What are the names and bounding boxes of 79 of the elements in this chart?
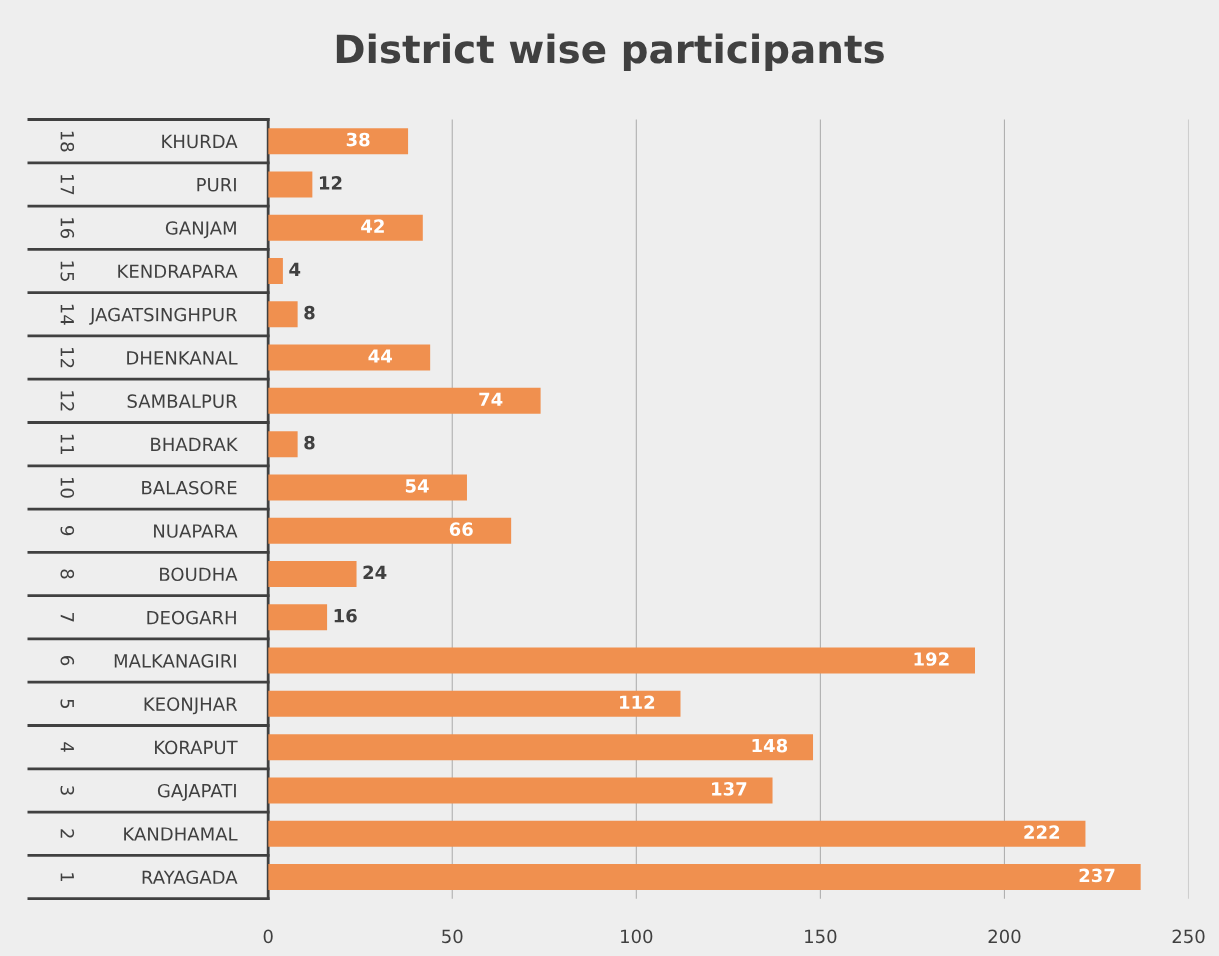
y-tick-label: BOUDHA	[160, 567, 238, 582]
bar	[268, 820, 1086, 847]
bar	[268, 387, 541, 414]
bar	[268, 864, 1141, 890]
text: 3	[60, 786, 75, 795]
text: 1	[60, 873, 74, 882]
y-tick-label: KHURDA	[162, 134, 238, 149]
data-label: 42	[361, 219, 384, 233]
text: 17	[60, 174, 74, 195]
bar	[268, 344, 431, 371]
x-tick-label: 150	[805, 929, 837, 944]
x-tick-label: 200	[988, 929, 1021, 944]
bar	[268, 777, 773, 804]
data-label: 54	[405, 479, 429, 493]
bar	[268, 171, 313, 198]
data-label: 74	[479, 392, 503, 406]
x-tick-label: 0	[263, 929, 273, 944]
y-tick-label: BALASORE	[142, 480, 237, 495]
data-label: 38	[346, 132, 370, 147]
y-tick-label: BHADRAK	[151, 437, 238, 451]
data-label: 222	[1024, 825, 1060, 839]
y-tick-label: GANJAM	[165, 221, 236, 239]
text: 18	[60, 131, 75, 152]
bar	[268, 431, 298, 458]
text: 9	[60, 526, 75, 536]
data-label: 44	[368, 349, 392, 363]
data-label: 112	[620, 695, 655, 709]
data-label: 8	[304, 435, 315, 450]
text: 4	[60, 742, 74, 752]
data-label: 24	[363, 565, 387, 579]
bar	[268, 690, 681, 717]
text: 12	[60, 348, 75, 368]
y-tick-label: PURI	[197, 178, 236, 192]
data-label: 4	[289, 262, 301, 276]
text: 15	[60, 261, 74, 281]
y-tick-label: GAJAPATI	[157, 783, 236, 801]
text: 16	[60, 218, 75, 239]
data-label: 137	[712, 782, 747, 796]
y-tick-label: RAYAGADA	[142, 870, 238, 885]
data-label: 237	[1079, 868, 1115, 883]
x-tick-label: 100	[621, 929, 653, 944]
bar	[268, 301, 298, 328]
text: 14	[60, 304, 74, 325]
y-tick-label: DHENKANAL	[127, 351, 238, 365]
bar	[268, 517, 512, 544]
x-tick-label: 50	[442, 929, 463, 944]
y-tick-label: MALKANAGIRI	[114, 654, 236, 668]
bar	[268, 258, 283, 284]
y-tick-label: SAMBALPUR	[127, 394, 238, 408]
y-tick-label: KORAPUT	[155, 740, 238, 755]
data-label: 192	[914, 652, 949, 666]
text: 12	[60, 391, 75, 411]
text: 8	[60, 569, 75, 579]
bar	[268, 604, 328, 631]
bar	[268, 128, 409, 155]
bar	[268, 474, 467, 501]
data-label: 66	[449, 522, 473, 536]
data-label: 148	[752, 738, 788, 753]
x-tick-label: 250	[1172, 929, 1205, 944]
y-tick-label: JAGATSINGHPUR	[89, 307, 238, 325]
y-tick-label: KEONJHAR	[144, 697, 238, 715]
text: 6	[60, 656, 75, 666]
text: 7	[60, 613, 74, 622]
data-label: 12	[319, 176, 342, 190]
chart-title: District wise participants	[336, 33, 884, 72]
bar	[268, 561, 357, 587]
text: 10	[60, 477, 75, 498]
y-tick-label: KENDRAPARA	[118, 264, 238, 278]
data-label: 16	[334, 608, 357, 623]
bar	[268, 734, 814, 761]
bar	[268, 647, 975, 674]
text: 2	[60, 829, 75, 838]
data-label: 8	[304, 305, 315, 320]
y-tick-label: KANDHAMAL	[124, 827, 238, 841]
text: 5	[60, 699, 74, 709]
bar	[268, 214, 423, 241]
y-tick-label: NUAPARA	[154, 524, 238, 538]
text: 11	[60, 434, 74, 454]
y-tick-label: DEOGARH	[147, 610, 236, 625]
